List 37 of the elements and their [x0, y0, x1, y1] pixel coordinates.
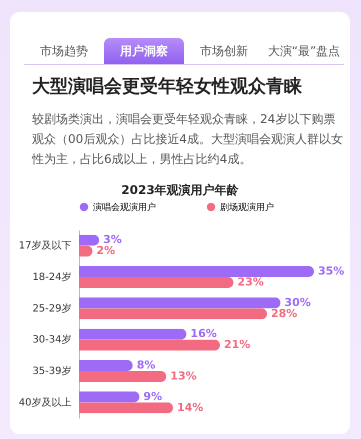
y-tick-label: 35-39岁 [32, 365, 72, 377]
data-label: 30% [284, 296, 311, 309]
data-label: 3% [103, 233, 122, 246]
bar [79, 297, 280, 308]
text: 用户洞察 [104, 38, 184, 64]
bar [79, 360, 133, 371]
bar [79, 266, 314, 277]
text: 2023年观演用户年龄 [120, 182, 240, 199]
bar [79, 371, 166, 382]
data-label: 14% [177, 400, 204, 414]
text: 市场创新 [199, 43, 249, 60]
data-label: 28% [271, 306, 298, 320]
legend-label: 剧场观演用户 [220, 202, 274, 213]
chart-title: 大型演唱会更受年轻女性观众青睐 [32, 75, 302, 98]
y-tick-label: 25-29岁 [32, 302, 72, 314]
bar [79, 308, 267, 320]
bar [79, 328, 186, 340]
y-tick-label: 30-34岁 [32, 334, 72, 346]
data-label: 13% [170, 369, 197, 382]
bar [79, 340, 220, 351]
bar [79, 402, 173, 414]
y-tick-label: 18-24岁 [32, 271, 72, 283]
text: 大演“最”盘点 [266, 43, 342, 60]
legend-label: 演唱会观演用户 [93, 202, 156, 213]
chart-subtitle: 较剧场类演出，演唱会更受年轻观众青睐，24岁以下购票观众（00后观众）占比接近4成。大型演唱会观演人群以女性为主，占比6成以上，男性占比约4成。 [32, 111, 344, 168]
data-label: 21% [224, 338, 250, 352]
y-tick-label: 17岁及以下 [18, 240, 72, 252]
y-tick-label: 40岁及以上 [18, 396, 72, 408]
data-label: 9% [143, 390, 162, 403]
bar [79, 277, 234, 288]
data-label: 2% [96, 244, 116, 258]
data-label: 23% [237, 275, 264, 288]
bar [79, 391, 140, 402]
data-label: 8% [136, 358, 156, 372]
data-label: 16% [190, 327, 217, 340]
text: 市场趋势 [39, 43, 89, 60]
data-label: 35% [318, 264, 344, 278]
